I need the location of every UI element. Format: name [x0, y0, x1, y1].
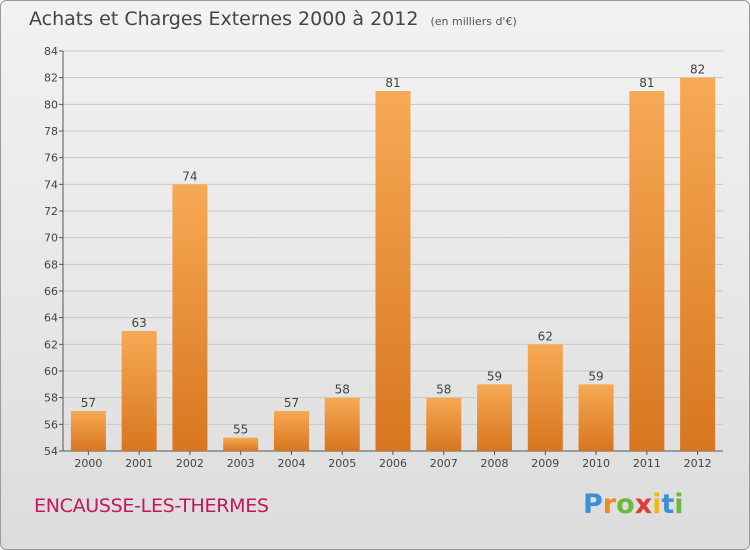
- data-label: 59: [588, 369, 603, 383]
- title-text: Achats et Charges Externes 2000 à 2012: [29, 8, 419, 30]
- y-tick-label: 76: [44, 152, 58, 165]
- bar-2006[interactable]: [375, 91, 411, 451]
- bar-2003[interactable]: [223, 437, 259, 451]
- data-label: 62: [538, 329, 553, 343]
- data-label: 57: [284, 396, 299, 410]
- commune-name: ENCAUSSE-LES-THERMES: [34, 495, 269, 517]
- y-tick-label: 60: [44, 365, 58, 378]
- x-tick-label: 2006: [379, 457, 407, 470]
- y-tick-label: 70: [44, 232, 58, 245]
- brand-letter: t: [661, 489, 675, 520]
- data-label: 63: [132, 316, 147, 330]
- brand-letter: x: [634, 489, 653, 520]
- data-label: 58: [335, 383, 350, 397]
- x-tick-label: 2000: [74, 457, 102, 470]
- brand-letter: i: [674, 489, 684, 520]
- data-label: 82: [690, 63, 705, 77]
- bar-2011[interactable]: [629, 91, 665, 451]
- y-tick-label: 82: [44, 72, 58, 85]
- proxiti-logo[interactable]: Proxiti: [583, 489, 684, 520]
- y-tick-label: 78: [44, 125, 58, 138]
- brand-letter: i: [652, 489, 662, 520]
- labels: 54 56 58 60 62 64 66 68 70 72 74 76 78 80 82 84 57 2000 63…: [44, 45, 712, 470]
- brand-letter: o: [616, 489, 635, 520]
- y-tick-label: 74: [44, 178, 58, 191]
- y-tick-label: 56: [44, 418, 58, 431]
- bar-2007[interactable]: [426, 397, 462, 451]
- bar-2001[interactable]: [121, 331, 157, 451]
- bar-2010[interactable]: [578, 384, 614, 451]
- data-label: 74: [182, 169, 197, 183]
- bar-2008[interactable]: [477, 384, 513, 451]
- data-label: 57: [81, 396, 96, 410]
- chart-title: Achats et Charges Externes 2000 à 2012 (e…: [29, 8, 517, 30]
- bar-2000[interactable]: [70, 411, 106, 451]
- brand-letter: P: [583, 489, 603, 520]
- x-tick-label: 2010: [582, 457, 610, 470]
- data-label: 59: [487, 369, 502, 383]
- y-tick-label: 72: [44, 205, 58, 218]
- y-tick-label: 68: [44, 258, 58, 271]
- x-tick-label: 2011: [633, 457, 661, 470]
- x-tick-label: 2012: [684, 457, 712, 470]
- data-label: 58: [436, 383, 451, 397]
- x-tick-label: 2001: [125, 457, 153, 470]
- y-tick-label: 58: [44, 392, 58, 405]
- bar-2009[interactable]: [527, 344, 563, 451]
- y-tick-label: 80: [44, 98, 58, 111]
- x-tick-label: 2003: [227, 457, 255, 470]
- x-tick-label: 2005: [328, 457, 356, 470]
- data-label: 81: [639, 76, 654, 90]
- data-label: 81: [385, 76, 400, 90]
- y-tick-label: 84: [44, 45, 58, 58]
- y-tick-label: 54: [44, 445, 58, 458]
- y-tick-label: 66: [44, 285, 58, 298]
- bar-2002[interactable]: [172, 184, 208, 452]
- y-tick-label: 64: [44, 312, 58, 325]
- bar-2005[interactable]: [324, 397, 360, 451]
- bar-2012[interactable]: [680, 77, 716, 452]
- bar-2004[interactable]: [273, 411, 309, 451]
- x-tick-label: 2007: [430, 457, 458, 470]
- bars: [70, 77, 716, 452]
- chart-subtitle: (en milliers d'€): [430, 15, 517, 28]
- x-tick-label: 2002: [176, 457, 204, 470]
- x-tick-label: 2008: [481, 457, 509, 470]
- y-tick-label: 62: [44, 338, 58, 351]
- x-tick-label: 2009: [531, 457, 559, 470]
- x-tick-label: 2004: [277, 457, 305, 470]
- data-label: 55: [233, 423, 248, 437]
- brand-letter: r: [602, 489, 617, 520]
